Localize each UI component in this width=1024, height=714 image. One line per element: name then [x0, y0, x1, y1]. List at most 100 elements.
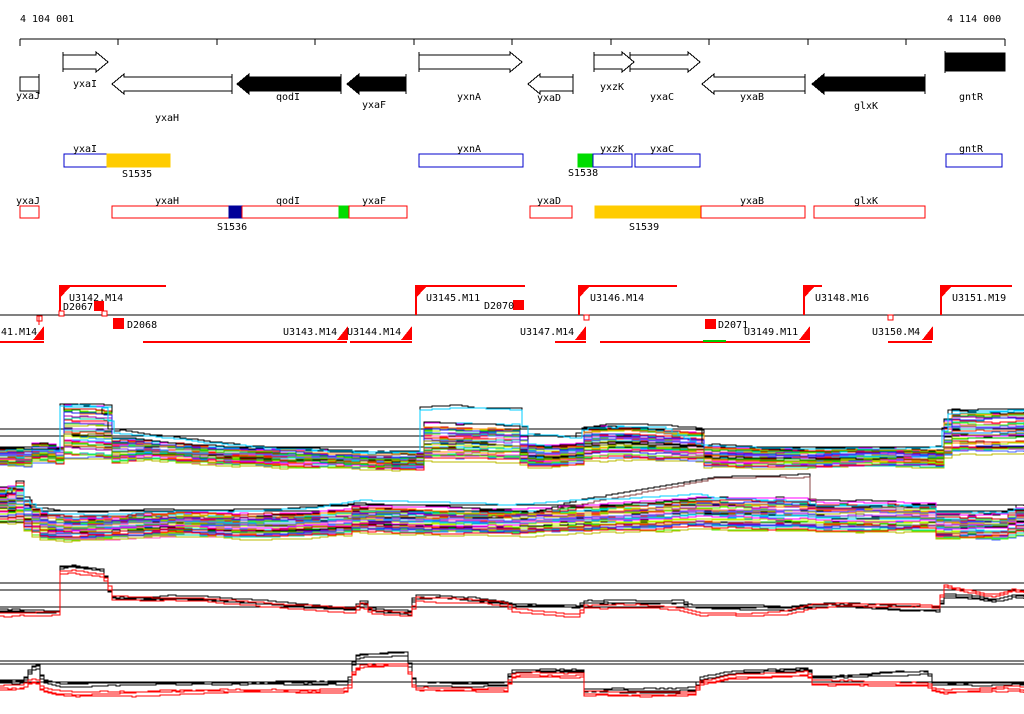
segment-label: yxzK — [600, 144, 624, 155]
up-flag-U3151.M19[interactable]: U3151.M19 — [940, 286, 1006, 315]
profile-line — [0, 489, 1024, 525]
segment-box[interactable] — [111, 205, 408, 219]
segment-box[interactable] — [418, 153, 524, 168]
segment-filled-box[interactable] — [577, 153, 594, 168]
gene-gntR[interactable]: gntR — [944, 51, 1006, 103]
gene-arrow-yxaB[interactable] — [701, 72, 806, 96]
gene-glxK[interactable]: glxK — [811, 72, 926, 112]
ruler-start-coordinate: 4 104 001 — [20, 14, 75, 25]
probe-tiny-box — [583, 314, 590, 321]
gene-body-yxaJ[interactable] — [19, 76, 40, 92]
gene-label-glxK: glxK — [854, 101, 878, 112]
flag-triangle — [799, 326, 810, 340]
gene-qodI[interactable]: qodI — [236, 72, 342, 103]
probe-label: U3143.M14 — [283, 327, 337, 338]
down-flag-U3143.M14[interactable]: U3143.M14 — [283, 326, 348, 340]
flag-triangle — [59, 287, 70, 299]
probe-label: U3150.M4 — [872, 327, 920, 338]
segment-box[interactable] — [700, 205, 806, 219]
gene-yxaC[interactable]: yxaC — [629, 50, 701, 103]
profile-line — [0, 569, 1024, 615]
flag-triangle — [337, 326, 348, 340]
segment-box[interactable] — [19, 205, 40, 219]
up-flag-U3146.M14[interactable]: U3146.M14 — [578, 286, 644, 315]
gene-arrow-yxzK[interactable] — [593, 50, 635, 74]
gene-yxaD[interactable]: yxaD — [527, 72, 574, 104]
down-flag-U3149.M11[interactable]: U3149.M11 — [744, 326, 810, 340]
down-flag-U3150.M4[interactable]: U3150.M4 — [872, 326, 933, 340]
segment-filled-box[interactable] — [338, 205, 349, 219]
segment-box[interactable] — [63, 153, 108, 168]
gene-arrow-glxK[interactable] — [811, 72, 926, 96]
gene-label-yxzK: yxzK — [600, 82, 624, 93]
profile-outlier-line — [0, 404, 1024, 453]
probe-label: D2068 — [127, 320, 157, 331]
gene-arrow-yxaH[interactable] — [111, 72, 233, 96]
segment-label: S1538 — [568, 168, 598, 179]
probe-label: D2067 — [63, 302, 93, 313]
gene-label-yxaI: yxaI — [73, 79, 97, 90]
gene-yxaJ[interactable]: yxaJ — [16, 74, 40, 102]
probe-tiny-box — [58, 310, 65, 317]
expression-band-2 — [0, 473, 1024, 543]
profile-line — [0, 411, 1024, 459]
profile-line — [0, 515, 1024, 538]
flag-triangle — [401, 326, 412, 340]
flag-triangle — [578, 287, 589, 299]
segment-label: gntR — [959, 144, 984, 155]
up-flag-U3142.M14[interactable]: U3142.M14 — [59, 286, 123, 315]
down-flag-U3147.M14[interactable]: U3147.M14 — [520, 326, 586, 340]
gene-yxaI[interactable]: yxaI — [62, 50, 109, 90]
profile-line — [0, 566, 1024, 616]
gene-arrow-qodI[interactable] — [236, 72, 342, 96]
gene-arrow-yxaI[interactable] — [62, 50, 109, 74]
segment-label: yxaI — [73, 144, 97, 155]
probe-D2068[interactable]: D2068 — [113, 318, 157, 331]
segment-filled-box[interactable] — [106, 153, 171, 168]
segment-box[interactable] — [529, 205, 573, 219]
gene-yxnA[interactable]: yxnA — [418, 50, 523, 103]
probe-D2071[interactable]: D2071 — [705, 319, 748, 331]
profile-line — [0, 651, 1024, 690]
expression-band-4 — [0, 651, 1024, 698]
expression-band-1 — [0, 403, 1024, 472]
segment-box[interactable] — [634, 153, 701, 168]
probe-label: D2071 — [718, 320, 748, 331]
gene-arrow-yxaC[interactable] — [629, 50, 701, 74]
profile-line — [0, 432, 1024, 463]
gene-arrow-yxaD[interactable] — [527, 72, 574, 96]
profile-line — [0, 572, 1024, 618]
probe-box — [513, 300, 524, 310]
segment-label: S1536 — [217, 222, 247, 233]
flag-triangle — [575, 326, 586, 340]
probe-label: U3151.M19 — [952, 293, 1006, 304]
segment-box[interactable] — [813, 205, 926, 219]
probe-track: U3142.M14 U3145.M11 U3146.M14 U3148.M16 U315… — [0, 285, 1024, 343]
probe-D2070[interactable]: D2070 — [484, 300, 524, 312]
gene-label-yxnA: yxnA — [457, 92, 481, 103]
segment-label: yxnA — [457, 144, 481, 155]
gene-arrow-yxnA[interactable] — [418, 50, 523, 74]
gene-yxaB[interactable]: yxaB — [701, 72, 806, 103]
up-flag-U3145.M11[interactable]: U3145.M11 — [415, 286, 480, 315]
gene-yxzK[interactable]: yxzK — [593, 50, 635, 93]
gene-arrow-yxaF[interactable] — [346, 72, 407, 96]
gene-yxaH[interactable]: yxaH — [111, 72, 233, 124]
segment-box[interactable] — [945, 153, 1003, 168]
profile-line — [0, 447, 1024, 469]
profile-line — [0, 522, 1024, 543]
segment-label: yxaC — [650, 144, 674, 155]
segment-filled-box[interactable] — [594, 205, 701, 219]
probe-D2067[interactable]: D2067 — [63, 301, 104, 313]
segment-filled-box[interactable] — [228, 205, 243, 219]
gene-yxaF[interactable]: yxaF — [346, 72, 407, 111]
down-flag-41.M14[interactable]: 41.M14 — [1, 326, 44, 340]
segment-label: qodI — [276, 196, 300, 207]
down-flag-U3144.M14[interactable]: U3144.M14 — [347, 326, 412, 340]
profile-outlier-line — [0, 473, 1024, 514]
up-flag-U3148.M16[interactable]: U3148.M16 — [803, 286, 869, 315]
gene-body-gntR[interactable] — [944, 52, 1006, 72]
segment-box[interactable] — [592, 153, 633, 168]
